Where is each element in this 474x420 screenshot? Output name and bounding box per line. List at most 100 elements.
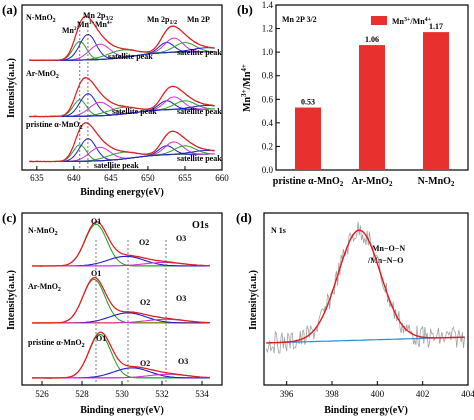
panel-b-bar-value-1: 0.53 xyxy=(301,98,315,107)
panel-a-xlabel: Binding energy(eV) xyxy=(80,187,164,198)
panel-c-component-1-2 xyxy=(32,255,210,267)
panel-a-sample-1: N-MnO2 xyxy=(26,13,56,24)
panel-c-xtick-label-1: 526 xyxy=(35,389,49,399)
panel-a-xtick-label-3: 645 xyxy=(104,173,118,183)
panel-a-label: (a) xyxy=(2,2,17,17)
panel-c-xtick-label-3: 530 xyxy=(115,389,129,399)
panel-c-component-2-2 xyxy=(32,312,210,324)
panel-d-label: (d) xyxy=(236,210,252,225)
panel-b: (b) Mn 2P 3/2 Mn3+/Mn4+ Mn3+/Mn4+ 0.0 0.2… xyxy=(237,0,469,188)
panel-b-ytick-label-5: 0.8 xyxy=(262,71,274,81)
panel-a-envelope-3 xyxy=(29,122,215,163)
panel-a-xtick-label-4: 650 xyxy=(141,173,155,183)
panel-c-o1-label-2: O1 xyxy=(91,269,101,278)
panel-c-xticks: 526 528 530 532 534 xyxy=(35,381,209,399)
panel-b-category-3: N-MnO2 xyxy=(418,176,455,188)
panel-b-bar-value-3: 1.17 xyxy=(429,22,443,31)
panel-c-sample-1: N-MnO2 xyxy=(28,226,58,237)
panel-d-xticks: 396 398 400 402 404 xyxy=(280,381,474,399)
panel-c-o3-label-2: O3 xyxy=(176,294,186,303)
panel-a-xtick-label-5: 655 xyxy=(178,173,192,183)
panel-a-envelope-1 xyxy=(29,15,215,61)
panel-a-satellite-1: satellite peak xyxy=(108,52,153,61)
panel-c-o3-label-3: O3 xyxy=(178,357,188,366)
panel-c-xlabel: Binding energy(eV) xyxy=(80,405,164,416)
panel-a-ylabel: Intensity(a.u.) xyxy=(6,58,17,118)
panel-c-curves xyxy=(31,221,211,384)
panel-c-label: (c) xyxy=(2,210,16,225)
panel-b-category-2: Ar-MnO2 xyxy=(352,176,393,188)
panel-a-envelope-2 xyxy=(29,77,215,118)
panel-a-mn2p12-label: Mn 2p1/2 xyxy=(147,15,177,26)
panel-b-ytick-label-6: 1.0 xyxy=(262,47,274,57)
panel-a-xtick-label-2: 640 xyxy=(67,173,81,183)
panel-a: (a) Mn 2P 635 640 645 650 655 660 Binding ene… xyxy=(2,2,229,198)
panel-c-corner: O1s xyxy=(192,220,209,231)
panel-d-frame xyxy=(263,212,469,386)
panel-c-component-1-1 xyxy=(32,223,210,267)
panel-b-ylabel: Mn3+/Mn4+ xyxy=(240,64,253,112)
panel-d-fit xyxy=(266,229,465,344)
panel-b-category-1: pristine α-MnO2 xyxy=(273,176,344,188)
panel-b-bar-1 xyxy=(295,107,321,170)
panel-a-curves xyxy=(29,15,215,168)
panel-d-raw xyxy=(265,221,465,354)
panel-b-bars: 0.53 pristine α-MnO2 1.06 Ar-MnO2 1.17 N-MnO2 xyxy=(273,22,455,188)
panel-c-o3-label-1: O3 xyxy=(176,234,186,243)
panel-c-xtick-label-2: 528 xyxy=(75,389,89,399)
panel-b-ytick-label-4: 0.6 xyxy=(262,94,274,104)
panel-d: (d) N 1s Mn−O−N /Mn−N−O 396 398 400 402 404 … xyxy=(236,210,474,416)
panel-d-legend-2: /Mn−N−O xyxy=(367,256,403,265)
panel-c-envelope-1 xyxy=(32,221,210,267)
panel-c-sample-2: Ar-MnO2 xyxy=(28,282,61,293)
panel-c: (c) O1s 526 528 530 532 534 Binding energy(e… xyxy=(2,210,223,416)
panel-a-xticks: 635 640 645 650 655 660 xyxy=(30,166,229,183)
panel-a-corner: Mn 2P xyxy=(187,15,210,24)
panel-c-xtick-label-4: 532 xyxy=(155,389,169,399)
panel-b-bar-value-2: 1.06 xyxy=(365,35,379,44)
panel-b-bar-3 xyxy=(423,32,449,170)
panel-c-o2-label-1: O2 xyxy=(139,238,149,247)
panel-a-satellite-4: satellite peak xyxy=(177,107,222,116)
panel-c-sample-3: pristine α-MnO2 xyxy=(28,338,85,349)
panel-b-ytick-label-3: 0.4 xyxy=(262,118,274,128)
panel-c-o2-label-3: O2 xyxy=(140,359,150,368)
panel-a-satellite-5: satellite peak xyxy=(94,161,139,170)
panel-c-xtick-label-5: 534 xyxy=(195,389,209,399)
panel-a-sample-3: pristine α-MnO2 xyxy=(26,120,83,131)
panel-d-xtick-label-1: 396 xyxy=(280,389,294,399)
panel-d-xlabel: Binding energy(eV) xyxy=(324,405,408,416)
panel-a-mn4-label: Mn4+ xyxy=(95,20,113,29)
panel-b-ytick-label-7: 1.2 xyxy=(262,24,273,34)
panel-a-sample-2: Ar-MnO2 xyxy=(26,69,59,80)
panel-a-mn2p32-label: Mn 2p3/2 xyxy=(83,11,113,22)
panel-a-xtick-label-1: 635 xyxy=(30,173,44,183)
panel-d-ylabel: Intensity(a.u.) xyxy=(248,270,259,330)
panel-a-satellite-2: satellite peak xyxy=(177,48,222,57)
panel-b-inner-title: Mn 2P 3/2 xyxy=(282,15,317,24)
panel-b-yticks: 0.0 0.2 0.4 0.6 0.8 1.0 1.2 1.4 xyxy=(262,0,280,175)
panel-d-xtick-label-4: 402 xyxy=(416,389,430,399)
panel-d-xtick-label-2: 398 xyxy=(325,389,339,399)
panel-d-xtick-label-5: 404 xyxy=(461,389,474,399)
panel-a-mn3-label: Mn3+ xyxy=(77,20,95,29)
panel-b-ytick-label-1: 0.0 xyxy=(262,165,274,175)
panel-b-legend-swatch xyxy=(371,16,387,25)
panel-c-envelope-3 xyxy=(32,331,211,379)
panel-b-bar-2 xyxy=(359,45,385,171)
panel-c-envelope-2 xyxy=(32,276,211,324)
panel-d-corner: N 1s xyxy=(271,226,286,235)
panel-d-xtick-label-3: 400 xyxy=(371,389,385,399)
panel-c-o1-label-3: O1 xyxy=(96,334,106,343)
panel-c-component-3-2 xyxy=(32,367,210,379)
panel-a-mn2-label: Mn2+ xyxy=(62,26,80,35)
panel-a-frame xyxy=(21,4,223,171)
panel-c-o1-label-1: O1 xyxy=(91,217,101,226)
panel-b-ytick-label-8: 1.4 xyxy=(262,0,274,10)
panel-c-raw-1 xyxy=(31,221,211,268)
panel-c-ylabel: Intensity(a.u.) xyxy=(6,270,17,330)
panel-d-curves xyxy=(265,221,465,354)
panel-c-frame xyxy=(21,212,223,386)
panel-d-legend-1: Mn−O−N xyxy=(372,244,405,253)
